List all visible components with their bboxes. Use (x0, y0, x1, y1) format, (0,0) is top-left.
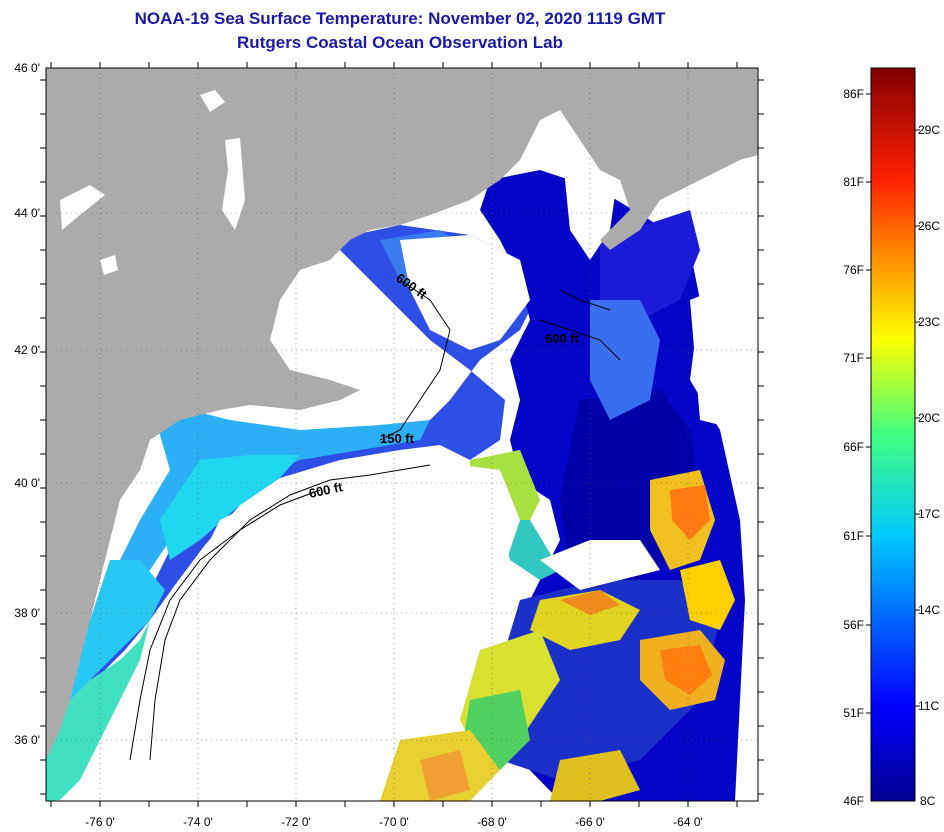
bathymetry-contours (129, 279, 621, 761)
lakes (60, 90, 245, 275)
lon-label: -76 0' (85, 815, 115, 829)
fahrenheit-label: 46F (843, 794, 864, 808)
fahrenheit-label: 76F (843, 263, 864, 277)
fahrenheit-label: 81F (843, 175, 864, 189)
lon-label: -68 0' (477, 815, 507, 829)
fahrenheit-label: 51F (843, 706, 864, 720)
colorbar-ticks (866, 93, 920, 714)
colorbar-gradient (870, 67, 916, 802)
contour-label-150ft: 150 ft (380, 431, 415, 446)
celsius-label: 23C (918, 315, 940, 329)
longitude-labels: -76 0' -74 0' -72 0' -70 0' -68 0' -66 0… (85, 815, 703, 829)
lon-label: -64 0' (673, 815, 703, 829)
fahrenheit-label: 71F (843, 351, 864, 365)
lon-label: -72 0' (281, 815, 311, 829)
map-title: NOAA-19 Sea Surface Temperature: Novembe… (134, 9, 666, 28)
lat-label: 40 0' (14, 476, 40, 490)
celsius-label: 17C (918, 507, 940, 521)
celsius-label: 8C (920, 794, 936, 808)
fahrenheit-label: 56F (843, 618, 864, 632)
fahrenheit-label: 61F (843, 529, 864, 543)
land (46, 68, 758, 760)
latitude-labels: 46 0' 44 0' 42 0' 40 0' 38 0' 36 0' (14, 61, 40, 747)
lat-label: 44 0' (14, 206, 40, 220)
lon-label: -74 0' (183, 815, 213, 829)
map-body: 600 ft 600 ft 150 ft 600 ft (46, 68, 758, 801)
celsius-label: 29C (918, 123, 940, 137)
lat-label: 38 0' (14, 606, 40, 620)
lat-label: 36 0' (14, 733, 40, 747)
lon-label: -70 0' (379, 815, 409, 829)
lon-label: -66 0' (575, 815, 605, 829)
contour-label-600ft-shelf: 600 ft (308, 479, 345, 501)
celsius-label: 11C (918, 699, 939, 713)
fahrenheit-label: 86F (843, 87, 864, 101)
celsius-label: 26C (918, 219, 940, 233)
celsius-label: 20C (918, 411, 940, 425)
fahrenheit-label: 66F (843, 440, 864, 454)
map-subtitle: Rutgers Coastal Ocean Observation Lab (237, 33, 563, 52)
colorbar-fahrenheit-labels: 86F 81F 76F 71F 66F 61F 56F 51F 46F (843, 87, 864, 808)
colorbar-celsius-labels: 29C 26C 23C 20C 17C 14C 11C 8C (918, 123, 940, 808)
lat-label: 46 0' (14, 61, 40, 75)
lat-label: 42 0' (14, 343, 40, 357)
graticule (46, 68, 758, 801)
map-frame (45, 67, 759, 802)
axis-ticks (40, 62, 764, 807)
contour-label-600ft-east: 600 ft (545, 331, 580, 346)
celsius-label: 14C (918, 603, 940, 617)
colorbar: 86F 81F 76F 71F 66F 61F 56F 51F 46F 29C … (843, 67, 940, 808)
sst-field (46, 170, 745, 801)
